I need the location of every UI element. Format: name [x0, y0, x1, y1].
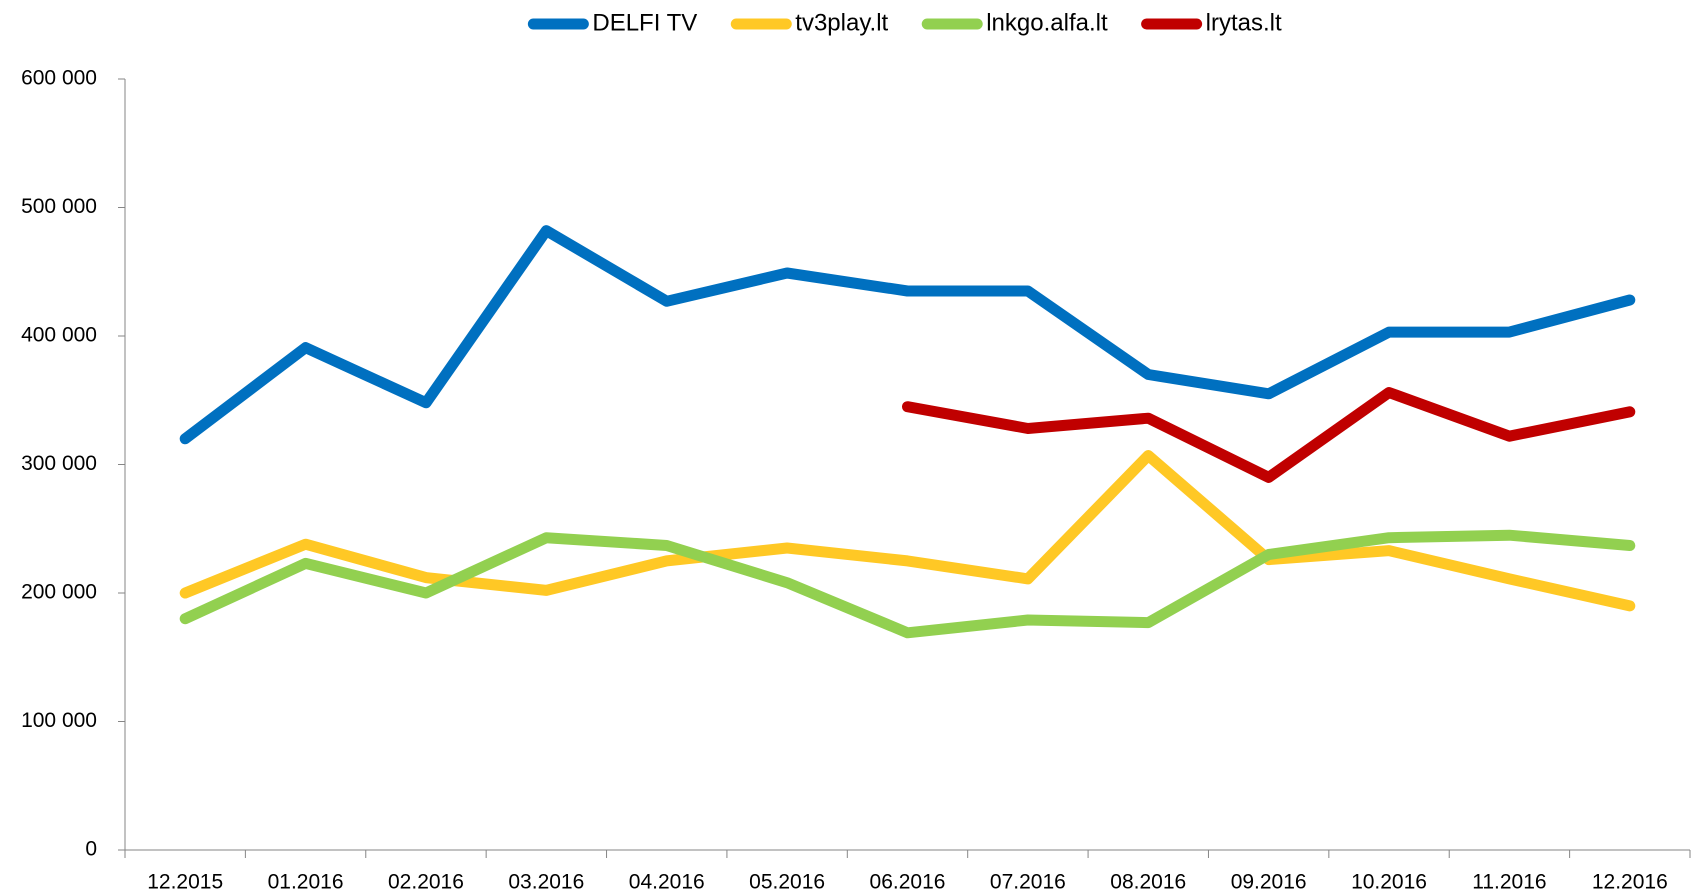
x-tick-label: 05.2016 [749, 871, 825, 894]
legend-label: DELFI TV [592, 9, 697, 36]
legend-label: tv3play.lt [795, 9, 888, 36]
y-tick-label: 100 000 [21, 709, 97, 732]
x-tick-label: 01.2016 [268, 871, 344, 894]
legend-label: lrytas.lt [1206, 9, 1282, 36]
y-tick-label: 600 000 [21, 67, 97, 90]
x-tick-label: 04.2016 [629, 871, 705, 894]
y-tick-label: 500 000 [21, 195, 97, 218]
x-tick-label: 12.2015 [147, 871, 223, 894]
x-tick-label: 10.2016 [1351, 871, 1427, 894]
x-tick-label: 12.2016 [1592, 871, 1668, 894]
series-line [902, 387, 1636, 483]
series-line [179, 529, 1636, 639]
x-tick-label: 02.2016 [388, 871, 464, 894]
y-tick-label: 400 000 [21, 324, 97, 347]
y-tick-label: 300 000 [21, 452, 97, 475]
x-tick-label: 03.2016 [508, 871, 584, 894]
y-tick-label: 0 [85, 838, 97, 861]
y-tick-label: 200 000 [21, 581, 97, 604]
x-tick-label: 11.2016 [1472, 871, 1546, 894]
legend-label: lnkgo.alfa.lt [986, 9, 1108, 36]
x-tick-label: 07.2016 [990, 871, 1066, 894]
legend: DELFI TV tv3play.lt lnkgo.alfa.lt lrytas.lt [527, 9, 1282, 36]
x-tick-label: 08.2016 [1110, 871, 1186, 894]
x-tick-label: 09.2016 [1231, 871, 1307, 894]
series-line [179, 225, 1636, 445]
x-tick-label: 06.2016 [870, 871, 946, 894]
series-line [179, 450, 1636, 612]
